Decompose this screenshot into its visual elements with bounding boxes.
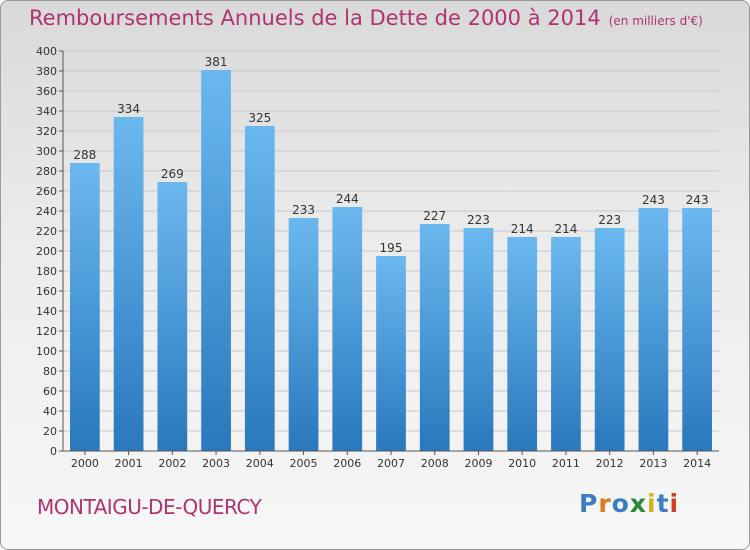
bar xyxy=(157,182,188,451)
bar-value-label: 243 xyxy=(642,193,665,207)
bar xyxy=(551,237,581,451)
x-tick-label: 2012 xyxy=(596,457,624,470)
y-tick-label: 160 xyxy=(36,285,57,298)
bar xyxy=(682,208,713,451)
y-tick-label: 240 xyxy=(36,205,57,218)
bar xyxy=(638,208,669,451)
chart-unit: (en milliers d'€) xyxy=(608,14,703,28)
bar-value-label: 244 xyxy=(336,192,359,206)
bar-value-label: 269 xyxy=(161,167,184,181)
bar xyxy=(113,117,144,451)
x-tick-label: 2009 xyxy=(464,457,492,470)
bar-value-label: 214 xyxy=(554,222,577,236)
y-tick-label: 360 xyxy=(36,85,57,98)
bar xyxy=(332,207,363,451)
x-tick-label: 2000 xyxy=(71,457,99,470)
y-tick-label: 20 xyxy=(43,425,57,438)
bar-value-label: 381 xyxy=(205,55,228,69)
y-tick-label: 60 xyxy=(43,385,57,398)
logo-letter: r xyxy=(598,489,612,518)
y-tick-label: 120 xyxy=(36,325,57,338)
bar-value-label: 288 xyxy=(73,148,96,162)
bar xyxy=(594,228,625,451)
logo-letter: o xyxy=(611,489,630,518)
bars xyxy=(69,70,713,451)
y-tick-label: 40 xyxy=(43,405,57,418)
y-tick-label: 180 xyxy=(36,265,57,278)
city-name: MONTAIGU-DE-QUERCY xyxy=(37,495,262,519)
proxiti-logo: Proxiti xyxy=(579,489,679,518)
x-tick-label: 2007 xyxy=(377,457,405,470)
bar-value-label: 325 xyxy=(248,111,271,125)
x-tick-label: 2004 xyxy=(246,457,274,470)
chart-title: Remboursements Annuels de la Dette de 20… xyxy=(29,6,703,30)
chart-title-text: Remboursements Annuels de la Dette de 20… xyxy=(29,6,601,30)
y-tick-label: 340 xyxy=(36,105,57,118)
x-tick-label: 2006 xyxy=(333,457,361,470)
bar xyxy=(463,228,494,451)
bar-value-label: 233 xyxy=(292,203,315,217)
y-tick-label: 100 xyxy=(36,345,57,358)
bar-value-label: 334 xyxy=(117,102,140,116)
y-tick-label: 200 xyxy=(36,245,57,258)
x-tick-label: 2005 xyxy=(290,457,318,470)
y-tick-label: 80 xyxy=(43,365,57,378)
bar-value-label: 227 xyxy=(423,209,446,223)
x-tick-label: 2011 xyxy=(552,457,580,470)
bar xyxy=(419,224,450,451)
bar xyxy=(201,70,231,451)
bar-value-label: 214 xyxy=(511,222,534,236)
bar xyxy=(507,237,538,451)
y-tick-label: 320 xyxy=(36,125,57,138)
y-tick-label: 140 xyxy=(36,305,57,318)
bar-value-label: 223 xyxy=(467,213,490,227)
data-labels: 288 334 269 381 325 233 244 195 227 223 214 214 223 2… xyxy=(73,55,708,255)
bar-value-label: 195 xyxy=(380,241,403,255)
bar-value-label: 223 xyxy=(598,213,621,227)
bar xyxy=(244,126,275,451)
y-tick-label: 220 xyxy=(36,225,57,238)
x-tick-label: 2008 xyxy=(421,457,449,470)
bar-value-label: 243 xyxy=(686,193,709,207)
x-tick-label: 2001 xyxy=(115,457,143,470)
y-tick-label: 260 xyxy=(36,185,57,198)
bar xyxy=(69,163,100,451)
y-tick-label: 400 xyxy=(36,45,57,58)
axes: 0 20 40 60 80 100 120 140 160 180 200 220 240 260 280 3… xyxy=(36,45,719,470)
logo-letter: P xyxy=(579,489,599,518)
x-tick-label: 2013 xyxy=(639,457,667,470)
y-tick-label: 280 xyxy=(36,165,57,178)
x-tick-label: 2003 xyxy=(202,457,230,470)
y-tick-label: 300 xyxy=(36,145,57,158)
y-tick-label: 380 xyxy=(36,65,57,78)
y-tick-label: 0 xyxy=(50,445,57,458)
x-tick-label: 2002 xyxy=(158,457,186,470)
x-tick-label: 2014 xyxy=(683,457,711,470)
bar xyxy=(376,256,406,451)
logo-letter: x xyxy=(629,489,647,518)
x-tick-label: 2010 xyxy=(508,457,536,470)
logo-letter: t xyxy=(656,489,670,518)
bar xyxy=(288,218,319,451)
logo-letter: i xyxy=(647,489,657,518)
logo-letter: i xyxy=(669,489,680,518)
